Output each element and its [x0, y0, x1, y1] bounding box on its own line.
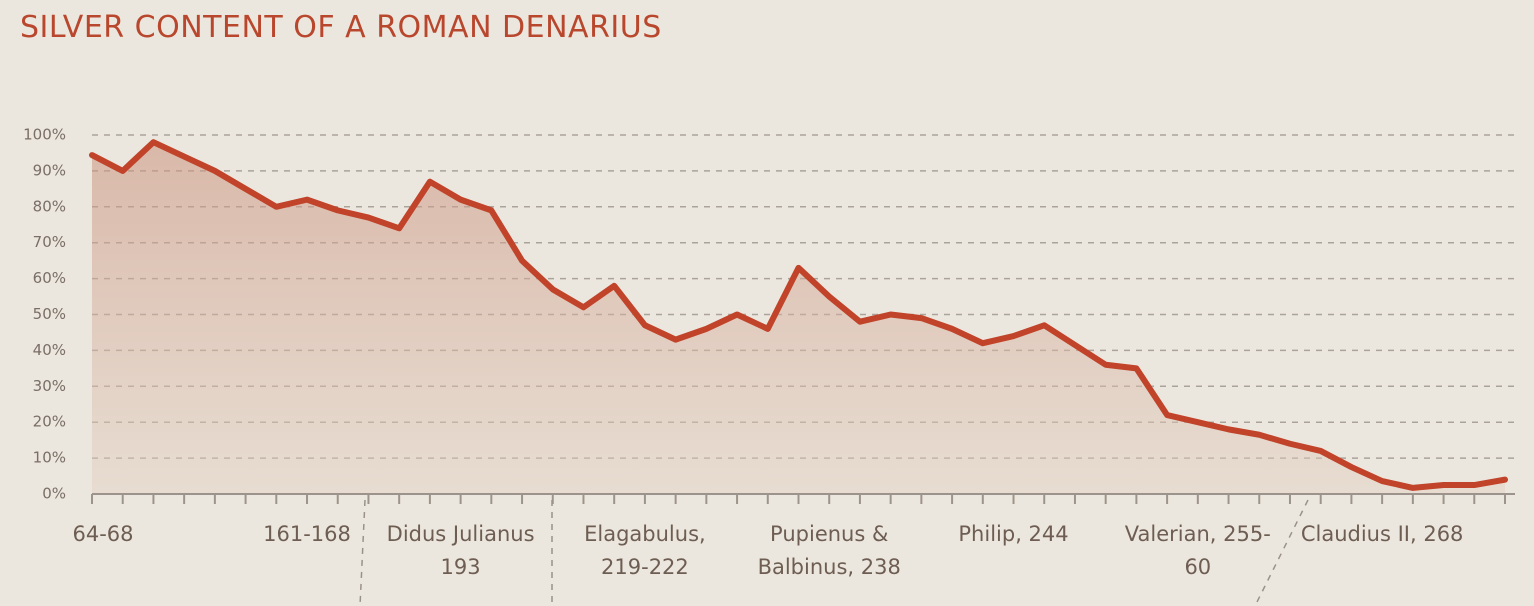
y-tick-label: 90% [33, 161, 66, 179]
x-tick-label: 64-68 [72, 522, 134, 546]
chart-title: SILVER CONTENT OF A ROMAN DENARIUS [20, 10, 662, 45]
x-tick-label: Valerian, 255-60 [1124, 522, 1271, 579]
x-tick-label: Elagabulus, 219-222 [584, 522, 706, 579]
y-tick-label: 40% [33, 341, 66, 359]
y-tick-label: 60% [33, 269, 66, 287]
y-tick-label: 30% [33, 377, 66, 395]
y-tick-label: 0% [42, 485, 66, 503]
connector [1254, 499, 1309, 606]
y-tick-label: 100% [23, 126, 66, 144]
x-tick-label: Philip, 244 [958, 522, 1069, 546]
y-tick-label: 70% [33, 233, 66, 251]
y-tick-label: 80% [33, 197, 66, 215]
x-tick-label: Claudius II, 268 [1300, 522, 1464, 546]
y-tick-label: 20% [33, 413, 66, 431]
x-tick-label: 161-168 [263, 522, 351, 546]
area [92, 142, 1505, 494]
x-tick-label: Pupienus & Balbinus, 238 [757, 522, 901, 579]
line [89, 139, 1508, 491]
connector [359, 499, 366, 606]
y-tick-label: 10% [33, 449, 66, 467]
y-tick-label: 50% [33, 305, 66, 323]
x-tick-label: Didus Julianus 193 [386, 522, 535, 579]
